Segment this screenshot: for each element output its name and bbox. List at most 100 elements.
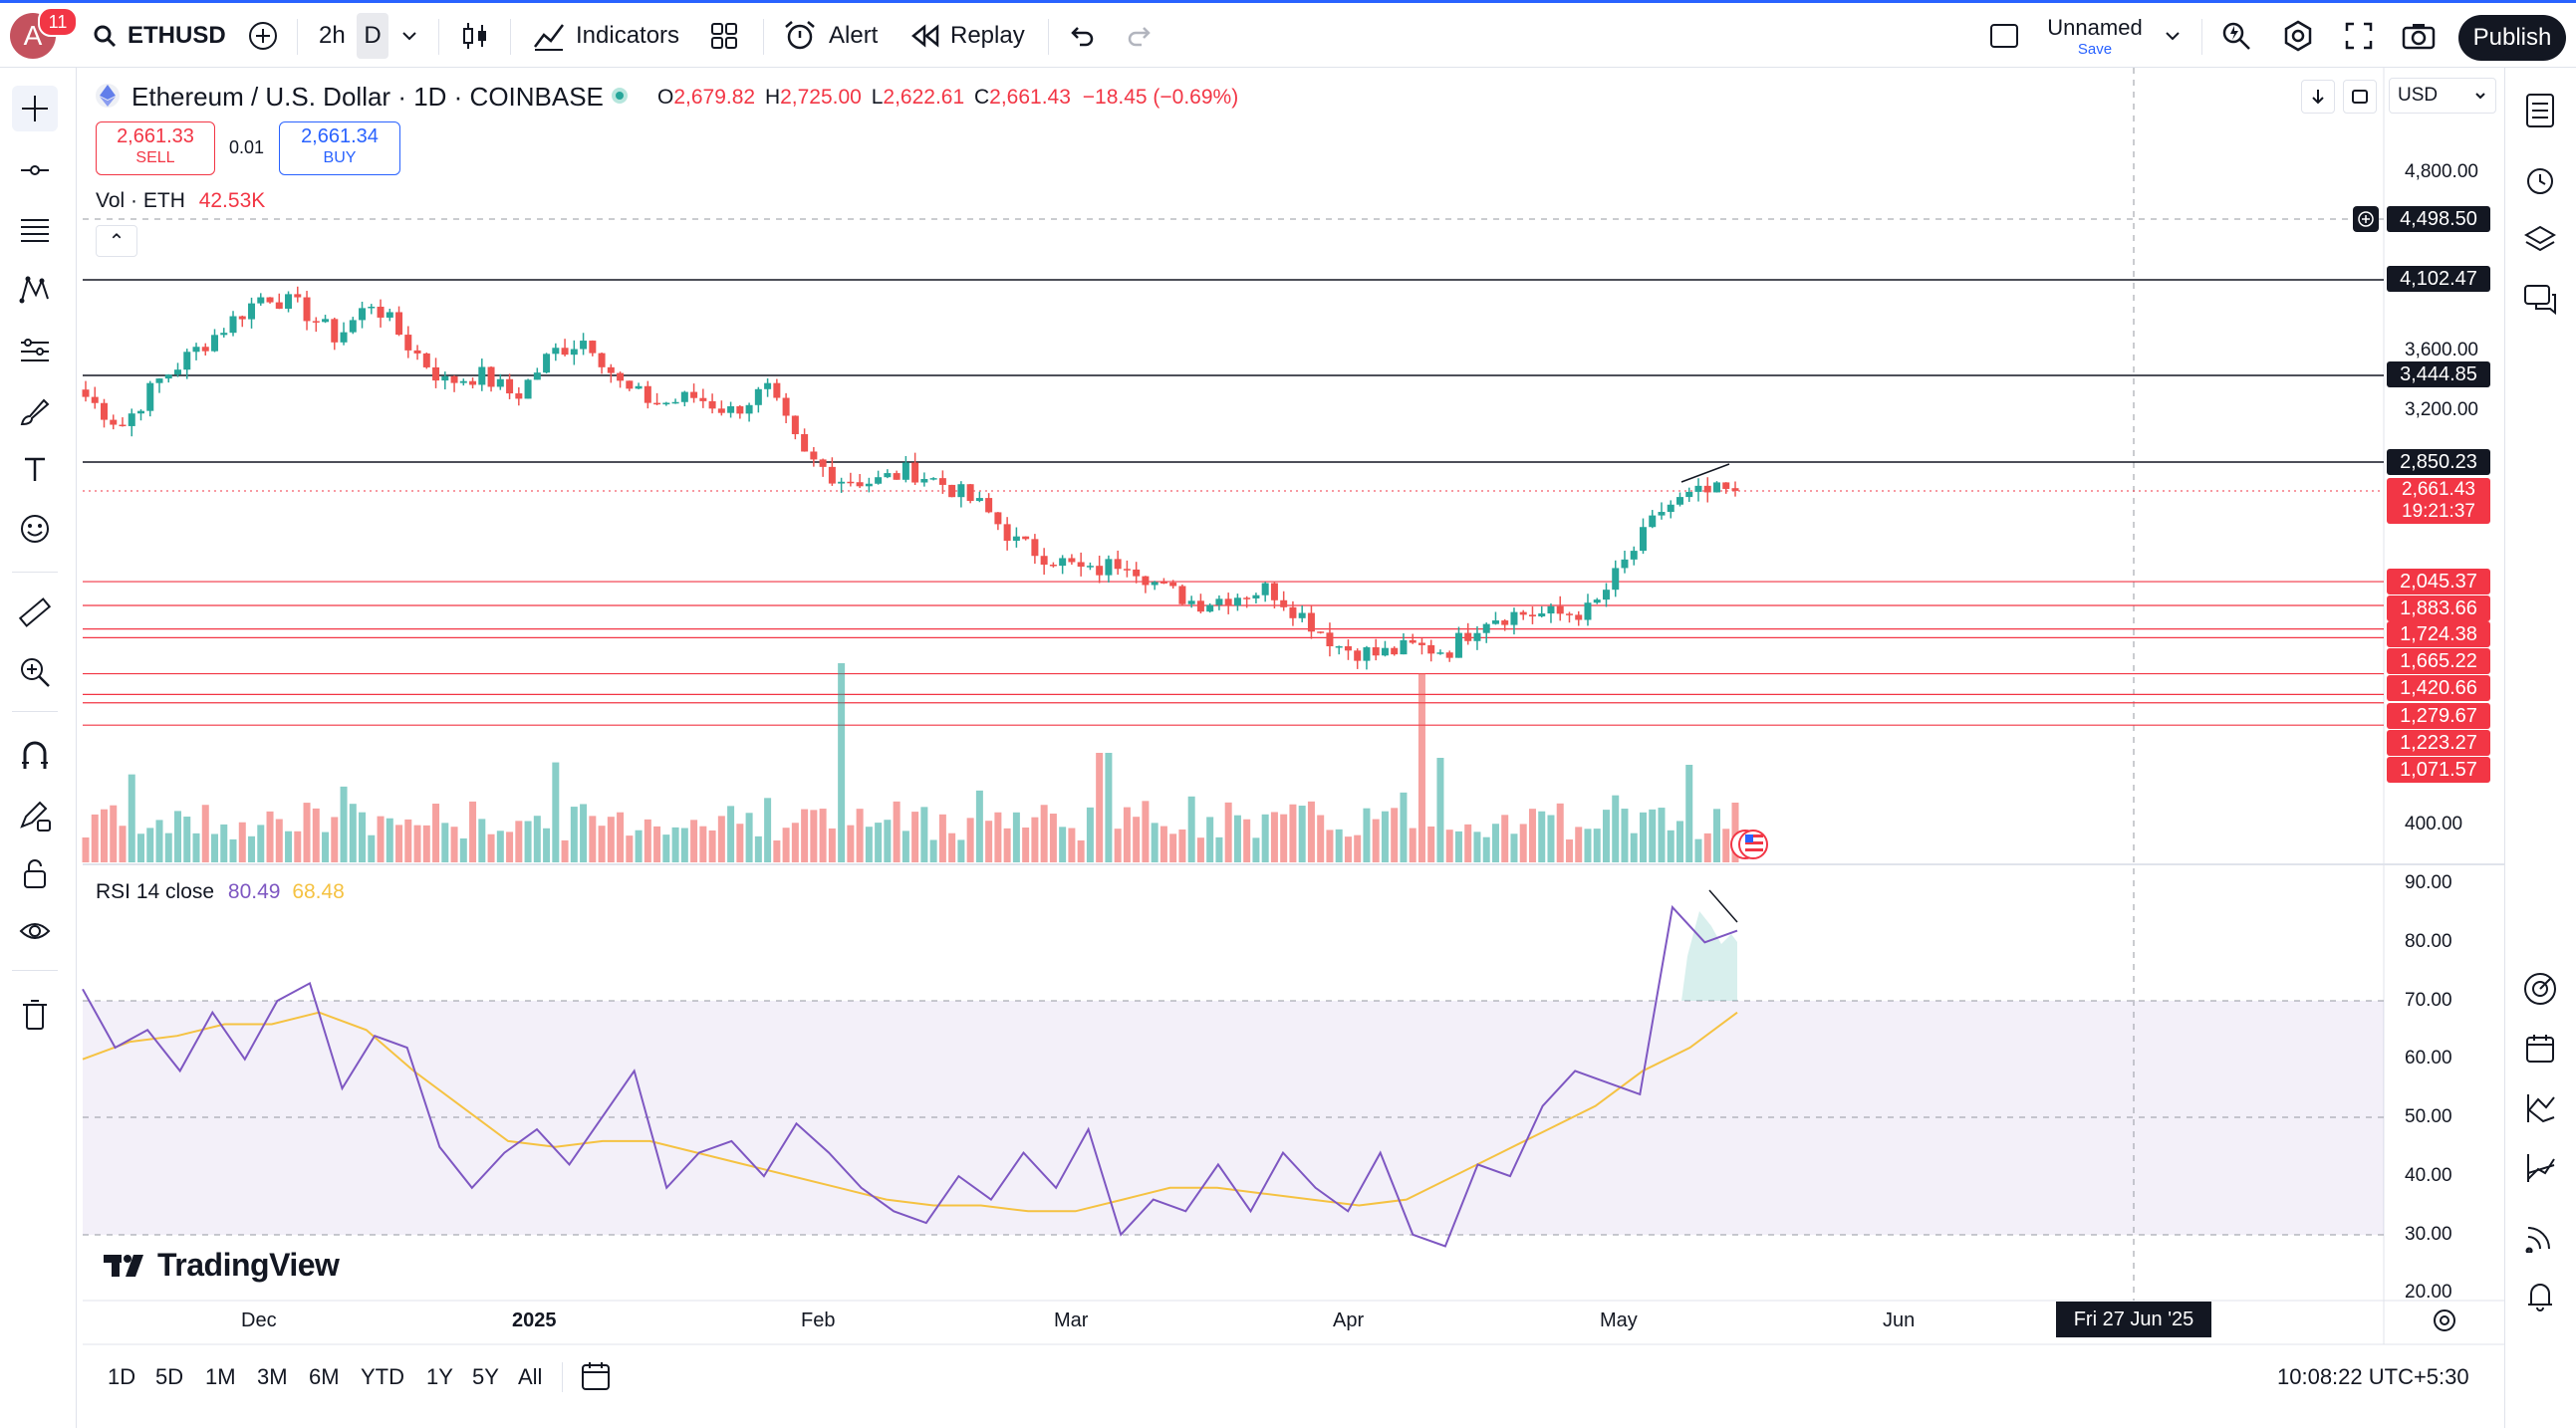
range-1m-button[interactable]: 1M [205, 1364, 236, 1389]
replay-button[interactable]: Replay [910, 13, 1025, 59]
undo-button[interactable] [1066, 13, 1096, 59]
brush-tool[interactable] [12, 388, 58, 434]
calendar-button[interactable] [2517, 1026, 2563, 1071]
tradingview-watermark[interactable]: TradingView [104, 1247, 340, 1284]
interval-d[interactable]: D [357, 13, 388, 59]
candle-body [359, 308, 367, 321]
magnet-tool[interactable] [12, 733, 58, 779]
red-level-label[interactable]: 2,045.37 [2387, 569, 2490, 595]
text-tool[interactable] [12, 446, 58, 492]
collapse-legend-button[interactable]: ⌃ [96, 225, 137, 257]
candle-body [1593, 599, 1601, 603]
red-level-label[interactable]: 1,420.66 [2387, 675, 2490, 701]
object-tree-button[interactable] [2517, 217, 2563, 263]
range-ytd-button[interactable]: YTD [361, 1364, 404, 1389]
interval-2h[interactable]: 2h [319, 13, 346, 59]
range-5y-button[interactable]: 5Y [472, 1364, 499, 1389]
scroll-down-button[interactable] [2301, 80, 2335, 114]
trading-panel-button[interactable] [2517, 966, 2563, 1012]
templates-button[interactable] [709, 13, 739, 59]
rsi-legend[interactable]: RSI 14 close 80.49 68.48 [96, 880, 345, 904]
forecast-tool[interactable] [12, 329, 58, 374]
red-level-label[interactable]: 1,724.38 [2387, 621, 2490, 647]
chats-button[interactable] [2517, 277, 2563, 323]
streams-button[interactable] [2517, 1213, 2563, 1259]
candle-body [838, 481, 846, 484]
pattern-tool[interactable] [12, 267, 58, 313]
candle-body [1510, 611, 1518, 625]
axis-settings-button[interactable] [2431, 1307, 2458, 1339]
quick-search-button[interactable] [2219, 13, 2253, 59]
range-5d-button[interactable]: 5D [155, 1364, 184, 1389]
layout-checkbox[interactable] [1988, 13, 2020, 59]
candle-body [469, 380, 477, 385]
pine-editor-button[interactable] [2517, 1145, 2563, 1191]
timezone-clock[interactable]: 10:08:22 UTC+5:30 [2277, 1364, 2469, 1389]
chart-area[interactable] [80, 68, 2504, 1428]
red-level-label[interactable]: 1,665.22 [2387, 648, 2490, 674]
watchlist-button[interactable] [2517, 88, 2563, 133]
hide-drawings-tool[interactable] [12, 908, 58, 954]
keep-drawing-tool[interactable] [12, 793, 58, 838]
alert-button[interactable]: Alert [783, 13, 878, 59]
range-6m-button[interactable]: 6M [309, 1364, 340, 1389]
range-1y-button[interactable]: 1Y [426, 1364, 453, 1389]
trend-line-tool[interactable] [12, 147, 58, 193]
alarm-clock-icon [2527, 168, 2553, 194]
compare-symbol-button[interactable] [247, 13, 279, 59]
market-status-dot[interactable] [612, 88, 628, 104]
range-1d-button[interactable]: 1D [108, 1364, 136, 1389]
interval-dropdown[interactable] [398, 13, 420, 59]
price-tick: 3,600.00 [2405, 340, 2478, 360]
candle-body [644, 385, 651, 403]
us-flag-icon[interactable] [1730, 830, 1768, 859]
goto-date-button[interactable] [580, 1360, 614, 1397]
price-trendline[interactable] [1680, 463, 1730, 483]
range-all-button[interactable]: All [518, 1364, 543, 1389]
fullscreen-button[interactable] [2343, 13, 2375, 59]
level-label[interactable]: 2,850.23 [2387, 449, 2490, 475]
candle-body [257, 297, 265, 304]
red-level-label[interactable]: 1,071.57 [2387, 757, 2490, 783]
red-level-label[interactable]: 1,279.67 [2387, 703, 2490, 729]
layout-name-button[interactable]: Unnamed Save [2042, 15, 2148, 58]
publish-button[interactable]: Publish [2458, 15, 2566, 61]
sell-button[interactable]: 2,661.33 SELL [96, 121, 215, 175]
indicators-button[interactable]: Indicators [532, 13, 679, 59]
fib-tool[interactable] [12, 207, 58, 253]
level-label[interactable]: 4,102.47 [2387, 266, 2490, 292]
settings-button[interactable] [2281, 13, 2315, 59]
ideas-stream-button[interactable] [2517, 1085, 2563, 1131]
lock-drawings-tool[interactable] [12, 850, 58, 896]
volume-bar [303, 803, 311, 862]
volume-legend[interactable]: Vol · ETH 42.53K [96, 189, 265, 213]
chart-type-button[interactable] [458, 13, 492, 59]
level-label[interactable]: 3,444.85 [2387, 361, 2490, 387]
zoom-in-icon [21, 658, 50, 687]
zoom-tool[interactable] [12, 649, 58, 695]
candle-body [929, 478, 937, 480]
symbol-search[interactable]: ETHUSD [92, 13, 226, 59]
volume-bar [450, 827, 458, 862]
add-alert-button[interactable] [2353, 206, 2379, 232]
brush-icon [20, 398, 50, 426]
redo-button[interactable] [1126, 13, 1156, 59]
chart-title[interactable]: Ethereum / U.S. Dollar · 1D · COINBASE [131, 82, 604, 112]
alerts-panel-button[interactable] [2517, 157, 2563, 203]
emoji-tool[interactable] [12, 506, 58, 552]
candle-body [1215, 598, 1223, 605]
remove-drawings-tool[interactable] [12, 992, 58, 1038]
snapshot-button[interactable] [2401, 13, 2437, 59]
volume-bar [1519, 824, 1527, 862]
red-level-label[interactable]: 1,883.66 [2387, 595, 2490, 621]
layout-dropdown[interactable] [2162, 13, 2184, 59]
measure-tool[interactable] [12, 590, 58, 635]
buy-button[interactable]: 2,661.34 BUY [279, 121, 400, 175]
currency-select[interactable]: USD [2389, 78, 2496, 114]
range-3m-button[interactable]: 3M [257, 1364, 288, 1389]
red-level-label[interactable]: 1,223.27 [2387, 730, 2490, 756]
maximize-pane-button[interactable] [2343, 80, 2377, 114]
notifications-button[interactable] [2517, 1273, 2563, 1318]
crosshair-tool[interactable] [12, 86, 58, 131]
rsi-trendline[interactable] [1708, 889, 1738, 923]
